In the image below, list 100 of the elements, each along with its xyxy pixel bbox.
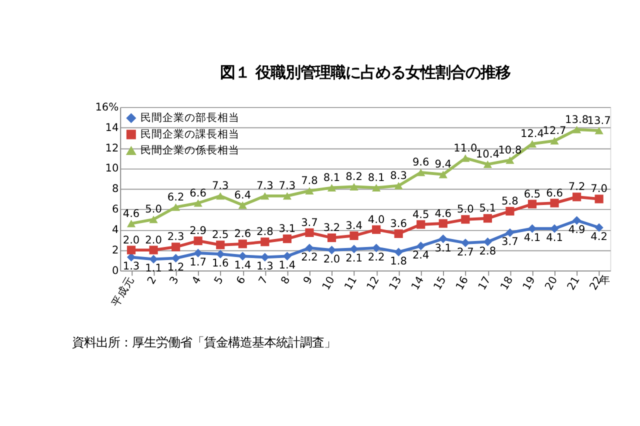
data-label: 3.1 [434, 242, 452, 254]
legend-label: 民間企業の部長相当 [140, 111, 240, 124]
point [506, 228, 514, 237]
data-label: 6.2 [167, 191, 184, 204]
x-tick-label: 6 [234, 274, 248, 286]
point [594, 223, 604, 232]
y-tick-label: 10 [105, 162, 119, 175]
point [438, 170, 448, 178]
point [394, 229, 403, 238]
point [305, 228, 314, 237]
data-label: 5.8 [502, 196, 518, 208]
y-tick-label: 14 [105, 122, 119, 134]
data-label: 5.1 [479, 202, 496, 215]
data-label: 3.7 [301, 216, 318, 229]
y-tick-label: 8 [112, 183, 119, 196]
x-tick-label: 15 [432, 274, 449, 292]
y-tick-label: 16% [95, 101, 119, 114]
point [194, 236, 202, 246]
x-tick-label: 7 [256, 274, 270, 286]
point [260, 238, 270, 246]
data-label: 2.9 [190, 225, 206, 238]
point [572, 216, 582, 225]
data-label: 2.2 [368, 251, 385, 264]
data-label: 3.7 [502, 236, 518, 248]
x-tick-label: 9 [301, 274, 316, 286]
point [438, 219, 448, 228]
data-label: 13.8 [565, 114, 589, 126]
point [194, 199, 202, 207]
x-tick-label: 14 [409, 274, 427, 292]
data-label: 5.0 [457, 204, 474, 216]
data-label: 1.7 [190, 256, 206, 269]
data-label: 6.6 [190, 187, 207, 200]
point [126, 246, 136, 254]
point [372, 225, 381, 234]
point [305, 244, 314, 252]
point [194, 248, 202, 258]
point [126, 220, 136, 228]
data-label: 1.3 [256, 260, 274, 273]
y-tick-label: 0 [112, 264, 119, 277]
y-tick-label: 12 [105, 142, 119, 154]
data-label: 2.2 [301, 251, 318, 264]
point [282, 234, 292, 244]
point [172, 242, 180, 252]
data-label: 1.4 [234, 260, 252, 272]
point [350, 183, 358, 190]
x-tick-label: 20 [542, 274, 560, 292]
data-label: 2.0 [145, 234, 162, 246]
data-label: 2.4 [412, 249, 430, 262]
data-label: 12.4 [520, 128, 544, 140]
point [238, 252, 247, 260]
data-label: 6.4 [234, 189, 252, 202]
data-label: 13.7 [587, 114, 611, 127]
x-tick-label: 21 [565, 274, 582, 292]
point [216, 192, 225, 200]
data-label: 1.3 [122, 260, 140, 273]
data-label: 10.4 [476, 148, 500, 161]
x-tick-label: 2 [145, 274, 160, 286]
data-label: 7.8 [301, 175, 318, 188]
data-label: 4.9 [568, 224, 586, 236]
x-tick-label: 11 [342, 274, 360, 292]
data-label: 4.2 [590, 231, 608, 244]
data-label: 9.6 [412, 156, 430, 169]
data-label: 5.0 [145, 204, 162, 216]
point [506, 156, 514, 164]
data-label: 8.1 [368, 172, 385, 184]
x-tick-label: 19 [520, 274, 538, 292]
data-label: 4.1 [524, 232, 541, 244]
point [550, 137, 559, 144]
point [238, 240, 247, 248]
data-label: 7.2 [568, 181, 586, 194]
point [394, 182, 403, 190]
point [416, 168, 426, 176]
point [305, 187, 314, 195]
point [572, 192, 582, 202]
data-label: 3.2 [323, 222, 340, 234]
chart-title: 図１ 役職別管理職に占める女性割合の推移 [220, 63, 510, 82]
data-label: 3.4 [346, 220, 363, 232]
point [149, 216, 158, 224]
data-label: 12.7 [542, 125, 566, 138]
data-label: 9.4 [434, 158, 452, 171]
data-label: 4.5 [412, 208, 430, 221]
data-label: 1.1 [145, 262, 162, 275]
point [594, 194, 604, 204]
point [528, 200, 537, 208]
data-label: 4.6 [434, 208, 452, 220]
point [461, 215, 470, 224]
point [282, 192, 292, 200]
data-label: 1.6 [212, 258, 230, 270]
data-label: 4.6 [122, 208, 140, 220]
data-label: 2.7 [457, 246, 474, 258]
data-label: 2.0 [323, 254, 340, 266]
data-label: 7.3 [212, 180, 229, 192]
point [506, 206, 514, 216]
point [216, 240, 225, 250]
point [260, 192, 270, 200]
text: 資料出所：厚生労働省「賃金構造基本統計調査」 [72, 334, 336, 350]
x-tick-label: 8 [279, 274, 293, 286]
point [550, 198, 559, 208]
point [350, 244, 358, 254]
data-label: 8.2 [346, 170, 362, 183]
